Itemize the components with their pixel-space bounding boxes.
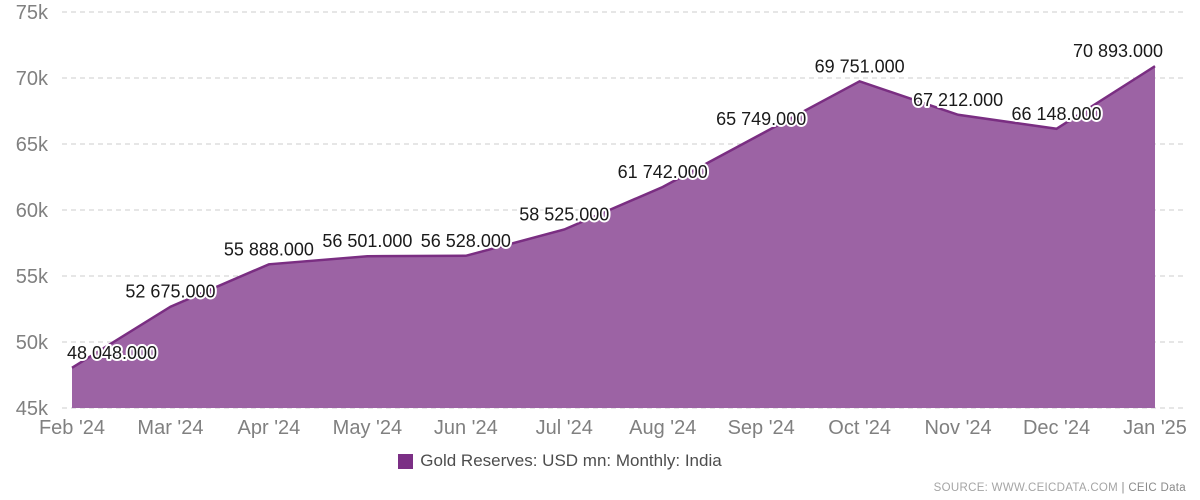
point-label: 48 048.000 — [67, 343, 157, 363]
x-tick-label: Aug '24 — [629, 417, 696, 439]
x-tick-label: Sep '24 — [728, 417, 795, 439]
y-tick-label: 55k — [16, 266, 49, 288]
y-tick-label: 75k — [16, 2, 49, 24]
y-tick-label: 70k — [16, 68, 49, 90]
x-tick-label: Oct '24 — [828, 417, 891, 439]
x-tick-label: Jul '24 — [536, 417, 593, 439]
y-tick-label: 50k — [16, 332, 49, 354]
y-tick-label: 45k — [16, 398, 49, 420]
legend-label[interactable]: Gold Reserves: USD mn: Monthly: India — [420, 451, 722, 470]
point-label: 58 525.000 — [519, 204, 609, 224]
source-brand-text: | CEIC Data — [1121, 482, 1186, 494]
area-shape — [72, 66, 1155, 408]
point-label: 56 501.000 — [322, 231, 412, 251]
legend-swatch[interactable] — [398, 453, 414, 469]
point-label: 67 212.000 — [913, 90, 1003, 110]
point-label: 69 751.000 — [815, 56, 905, 76]
x-tick-label: Apr '24 — [238, 417, 301, 439]
point-label: 56 528.000 — [421, 231, 511, 251]
point-label: 52 675.000 — [125, 282, 215, 302]
x-tick-label: Mar '24 — [137, 417, 203, 439]
point-label: 66 148.000 — [1011, 104, 1101, 124]
x-tick-label: Jan '25 — [1123, 417, 1187, 439]
point-label: 61 742.000 — [618, 162, 708, 182]
source-attribution[interactable]: SOURCE: WWW.CEICDATA.COM | CEIC Data — [934, 482, 1186, 494]
line-path — [71, 65, 1156, 369]
legend: Gold Reserves: USD mn: Monthly: India — [0, 451, 1160, 471]
y-tick-label: 60k — [16, 200, 49, 222]
y-tick-label: 65k — [16, 134, 49, 156]
x-tick-label: Jun '24 — [434, 417, 498, 439]
point-label: 70 893.000 — [1073, 41, 1163, 61]
point-label: 55 888.000 — [224, 239, 314, 259]
chart-svg: 45k 50k 55k 60k 65k 70k 75k Feb '24 Mar '24 Apr '… — [16, 2, 1187, 439]
x-tick-label: Nov '24 — [924, 417, 991, 439]
x-tick-label: Dec '24 — [1023, 417, 1090, 439]
point-label: 65 749.000 — [716, 109, 806, 129]
x-tick-label: Feb '24 — [39, 417, 105, 439]
x-tick-label: May '24 — [333, 417, 402, 439]
source-url-text: SOURCE: WWW.CEICDATA.COM — [933, 482, 1122, 494]
